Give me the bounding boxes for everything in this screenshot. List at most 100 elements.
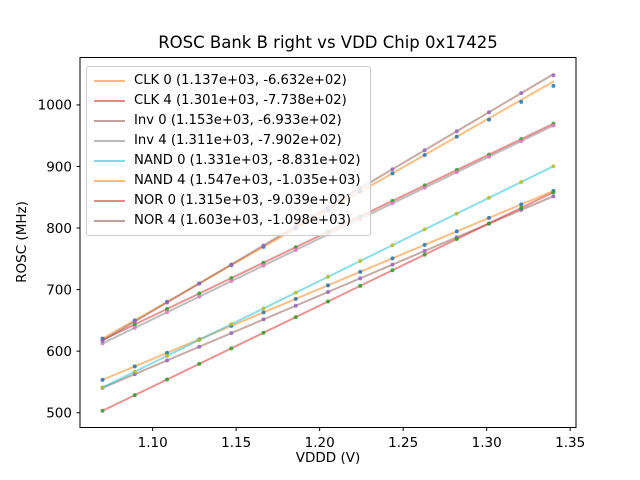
data-point xyxy=(261,310,266,315)
data-point xyxy=(422,227,427,232)
x-tick-label: 1.20 xyxy=(305,435,335,451)
y-axis-label: ROSC (MHz) xyxy=(14,201,30,283)
legend-item: CLK 4 (1.301e+03, -7.738e+02) xyxy=(94,91,361,111)
legend-line-swatch xyxy=(94,219,125,223)
legend-line-swatch xyxy=(94,159,125,163)
data-point xyxy=(197,281,202,286)
data-point xyxy=(390,262,395,267)
legend-line-swatch xyxy=(94,99,125,103)
data-point xyxy=(326,299,330,304)
chart-title: ROSC Bank B right vs VDD Chip 0x17425 xyxy=(158,33,498,52)
y-tick-label: 700 xyxy=(46,282,72,298)
data-point xyxy=(132,325,137,330)
data-point xyxy=(293,303,298,308)
legend-label: NAND 0 (1.331e+03, -8.831e+02) xyxy=(134,153,361,168)
data-point xyxy=(293,290,298,295)
data-point xyxy=(293,296,298,301)
data-point xyxy=(486,154,491,159)
data-point xyxy=(229,346,234,351)
legend-line-swatch xyxy=(94,139,125,143)
data-point xyxy=(326,283,330,288)
data-point xyxy=(165,353,170,358)
data-point xyxy=(293,245,298,250)
legend-item: NOR 0 (1.315e+03, -9.039e+02) xyxy=(94,191,361,211)
data-point xyxy=(261,243,266,248)
data-point xyxy=(100,377,105,382)
legend-line-swatch xyxy=(94,199,125,203)
legend-line-swatch xyxy=(94,179,125,183)
data-point xyxy=(165,310,170,315)
data-point xyxy=(326,274,330,279)
data-point xyxy=(229,322,234,327)
data-point xyxy=(100,341,105,346)
data-point xyxy=(390,243,395,248)
data-point xyxy=(422,152,427,157)
legend: CLK 0 (1.137e+03, -6.632e+02) CLK 4 (1.30… xyxy=(86,66,371,236)
data-point xyxy=(358,283,363,288)
data-point xyxy=(261,330,266,335)
data-point xyxy=(422,252,427,257)
data-point xyxy=(454,170,459,175)
legend-label: CLK 4 (1.301e+03, -7.738e+02) xyxy=(134,93,347,108)
data-point xyxy=(454,229,459,234)
y-tick-label: 600 xyxy=(46,344,72,360)
data-point xyxy=(132,393,137,398)
legend-label: NOR 0 (1.315e+03, -9.039e+02) xyxy=(134,193,352,208)
legend-item: Inv 0 (1.153e+03, -6.933e+02) xyxy=(94,111,361,131)
legend-line-swatch xyxy=(94,79,125,83)
data-point xyxy=(229,276,234,281)
data-point xyxy=(551,123,556,128)
data-point xyxy=(197,361,202,366)
legend-label: CLK 0 (1.137e+03, -6.632e+02) xyxy=(134,73,347,88)
data-point xyxy=(422,148,427,153)
legend-item: NAND 4 (1.547e+03, -1.035e+03) xyxy=(94,171,361,191)
data-point xyxy=(519,202,524,207)
data-point xyxy=(197,294,202,299)
data-point xyxy=(390,171,395,176)
x-tick-label: 1.15 xyxy=(221,435,251,451)
data-point xyxy=(551,190,556,195)
data-point xyxy=(261,317,266,322)
data-point xyxy=(454,134,459,139)
data-point xyxy=(261,263,266,268)
data-point xyxy=(326,289,330,294)
data-point xyxy=(165,300,170,305)
data-point xyxy=(551,164,556,169)
axes-frame xyxy=(79,57,577,428)
data-point xyxy=(519,99,524,104)
x-tick-label: 1.10 xyxy=(138,435,168,451)
data-point xyxy=(197,344,202,349)
data-point xyxy=(519,179,524,184)
data-point xyxy=(261,306,266,311)
data-point xyxy=(261,260,266,265)
data-point xyxy=(229,331,234,336)
data-point xyxy=(454,129,459,134)
data-point xyxy=(551,83,556,88)
data-point xyxy=(390,201,395,206)
data-point xyxy=(422,185,427,190)
data-point xyxy=(390,268,395,273)
data-point xyxy=(551,73,556,78)
data-point xyxy=(454,211,459,216)
legend-item: NOR 4 (1.603e+03, -1.098e+03) xyxy=(94,211,361,231)
data-point xyxy=(486,215,491,220)
data-point xyxy=(519,139,524,144)
data-point xyxy=(165,306,170,311)
x-tick-label: 1.35 xyxy=(555,435,585,451)
y-tick-label: 900 xyxy=(46,159,72,175)
legend-line-swatch xyxy=(94,119,125,123)
data-point xyxy=(229,279,234,284)
data-point xyxy=(519,205,524,210)
y-tick-label: 800 xyxy=(46,221,72,237)
data-point xyxy=(293,315,298,320)
data-point xyxy=(197,291,202,296)
data-point xyxy=(454,237,459,242)
series-nand-0 xyxy=(100,164,556,390)
x-tick-label: 1.25 xyxy=(388,435,418,451)
data-point xyxy=(390,167,395,172)
legend-label: Inv 0 (1.153e+03, -6.933e+02) xyxy=(134,113,342,128)
data-point xyxy=(229,262,234,267)
series-clk-0 xyxy=(100,188,556,382)
data-point xyxy=(100,408,105,413)
